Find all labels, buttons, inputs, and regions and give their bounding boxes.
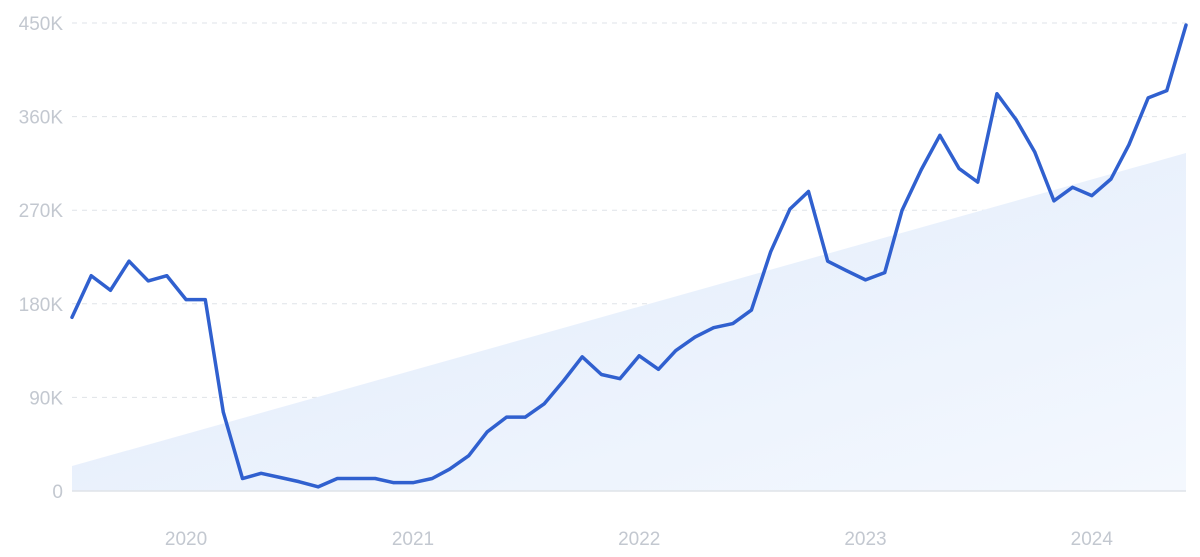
data-point <box>485 430 489 434</box>
data-point <box>108 288 112 292</box>
data-point <box>373 477 377 481</box>
data-point <box>637 354 641 358</box>
data-point <box>316 485 320 489</box>
data-point <box>693 335 697 339</box>
data-point <box>599 373 603 377</box>
data-point <box>562 379 566 383</box>
x-axis-tick-labels: 2020 2021 2022 2023 2024 <box>165 529 1113 550</box>
data-point <box>1165 89 1169 93</box>
data-point <box>769 250 773 254</box>
data-point <box>523 415 527 419</box>
data-point <box>618 377 622 381</box>
data-point <box>844 269 848 273</box>
data-point <box>203 298 207 302</box>
series-layer <box>70 23 1188 489</box>
data-point <box>165 274 169 278</box>
y-tick-label: 0 <box>52 482 63 503</box>
data-point <box>656 367 660 371</box>
x-tick-label: 2021 <box>392 529 434 550</box>
data-point <box>788 207 792 211</box>
y-tick-label: 360K <box>19 108 64 129</box>
data-point <box>505 415 509 419</box>
data-point <box>259 471 263 475</box>
data-point <box>995 92 999 96</box>
data-point <box>392 481 396 485</box>
data-point <box>826 259 830 263</box>
data-point <box>1052 199 1056 203</box>
data-point <box>221 410 225 414</box>
data-point <box>900 208 904 212</box>
y-tick-label: 450K <box>19 14 64 35</box>
data-point <box>674 349 678 353</box>
data-point <box>1109 177 1113 181</box>
data-point <box>883 271 887 275</box>
data-point <box>1090 194 1094 198</box>
data-point <box>146 279 150 283</box>
y-tick-label: 180K <box>19 295 64 316</box>
data-point <box>184 298 188 302</box>
data-point <box>1071 185 1075 189</box>
data-point <box>806 189 810 193</box>
data-point <box>278 475 282 479</box>
trend-area <box>72 153 1186 491</box>
data-point <box>354 477 358 481</box>
y-axis-tick-labels: 0 90K 180K 270K 360K 450K <box>19 14 64 503</box>
data-point <box>542 402 546 406</box>
data-point <box>430 477 434 481</box>
x-tick-label: 2020 <box>165 529 207 550</box>
data-point <box>1033 150 1037 154</box>
data-point <box>712 326 716 330</box>
data-point <box>580 355 584 359</box>
trend-area-shape <box>72 153 1186 491</box>
data-point <box>467 454 471 458</box>
data-point <box>89 274 93 278</box>
data-point <box>1146 96 1150 100</box>
x-tick-label: 2023 <box>844 529 886 550</box>
data-point <box>127 259 131 263</box>
data-point <box>976 180 980 184</box>
data-point <box>938 133 942 137</box>
x-tick-label: 2024 <box>1071 529 1114 550</box>
data-point <box>335 477 339 481</box>
data-point <box>240 477 244 481</box>
data-point <box>448 467 452 471</box>
y-tick-label: 270K <box>19 201 64 222</box>
data-point <box>919 168 923 172</box>
data-point <box>70 315 74 319</box>
data-point <box>1127 143 1131 147</box>
data-point <box>1184 23 1188 27</box>
data-point <box>749 308 753 312</box>
data-point <box>1014 118 1018 122</box>
data-point <box>411 481 415 485</box>
series-line <box>70 23 1188 489</box>
y-tick-label: 90K <box>29 388 63 409</box>
x-tick-label: 2022 <box>618 529 660 550</box>
data-point <box>731 322 735 326</box>
data-point <box>957 167 961 171</box>
data-point <box>864 278 867 282</box>
data-point <box>297 480 301 484</box>
